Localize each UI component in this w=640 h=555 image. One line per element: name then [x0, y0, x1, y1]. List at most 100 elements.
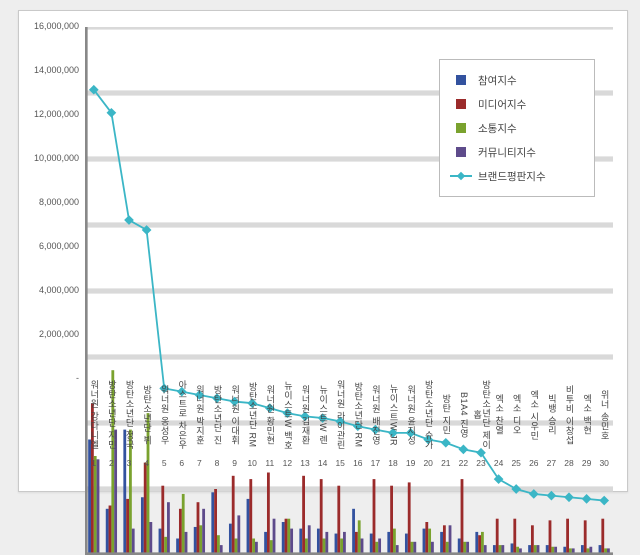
- x-category-name: 엑소 찬열: [494, 379, 503, 451]
- x-category: 방탄소년단 제이홉23: [472, 379, 490, 463]
- bar-소통지수: [94, 456, 97, 555]
- bar-미디어지수: [302, 476, 305, 555]
- x-category: 뉴이스트W JR18: [384, 379, 402, 463]
- x-category: 방탄소년단 지민2: [103, 379, 121, 463]
- legend-item: 브랜드평판지수: [450, 164, 582, 188]
- x-category-rank: 10: [243, 458, 261, 468]
- bar-미디어지수: [408, 482, 411, 555]
- x-category-rank: 26: [525, 458, 543, 468]
- legend-swatch: [450, 171, 472, 181]
- x-category: 뉴이스트W 백호12: [279, 379, 297, 463]
- bar-소통지수: [182, 494, 185, 555]
- bar-참여지수: [264, 532, 267, 555]
- x-category-name: 방탄소년단 제이홉: [472, 379, 490, 451]
- legend-item: 미디어지수: [450, 92, 582, 116]
- legend-swatch: [450, 123, 472, 133]
- legend-label: 미디어지수: [478, 97, 526, 112]
- bar-미디어지수: [144, 463, 147, 555]
- bar-소통지수: [481, 532, 484, 555]
- x-category-rank: 29: [578, 458, 596, 468]
- x-category-name: 워너원 박지훈: [195, 379, 204, 451]
- legend-item: 소통지수: [450, 116, 582, 140]
- bar-미디어지수: [478, 535, 481, 555]
- x-category-name: 워너원 이대휘: [230, 379, 239, 451]
- x-category-name: 방탄소년단 정국: [124, 379, 133, 451]
- bar-커뮤니티지수: [449, 525, 452, 555]
- x-category-name: 방탄소년단 진: [212, 379, 221, 451]
- y-tick-label: 6,000,000: [19, 241, 79, 251]
- bar-참여지수: [335, 534, 338, 555]
- x-category-rank: 28: [560, 458, 578, 468]
- x-category-rank: 6: [173, 458, 191, 468]
- x-category-name: 엑소 백현: [582, 379, 591, 451]
- x-category-name: 워너원 윤지성: [406, 379, 415, 451]
- x-category-rank: 8: [208, 458, 226, 468]
- x-category-name: 뉴이스트W JR: [388, 379, 397, 451]
- bar-참여지수: [282, 522, 285, 555]
- x-category-rank: 4: [138, 458, 156, 468]
- x-category: 워너원 강다니엘1: [85, 379, 103, 463]
- x-category-name: 워너원 라이관린: [336, 379, 345, 451]
- x-category-rank: 18: [384, 458, 402, 468]
- x-category: 워너원 옹성우5: [155, 379, 173, 463]
- x-category-name: 뉴이스트W 렌: [318, 379, 327, 451]
- y-tick-label: 4,000,000: [19, 285, 79, 295]
- bar-미디어지수: [337, 486, 340, 555]
- x-category: 뉴이스트W 렌14: [314, 379, 332, 463]
- bar-참여지수: [247, 499, 250, 555]
- bar-커뮤니티지수: [325, 532, 328, 555]
- legend-item: 참여지수: [450, 68, 582, 92]
- legend-item: 커뮤니티지수: [450, 140, 582, 164]
- x-category-rank: 14: [314, 458, 332, 468]
- bar-미디어지수: [549, 520, 552, 555]
- bar-참여지수: [159, 529, 162, 555]
- x-category: 워너원 윤지성19: [402, 379, 420, 463]
- legend-label: 커뮤니티지수: [478, 145, 536, 160]
- bar-미디어지수: [197, 502, 200, 555]
- x-category: 방탄소년단 진8: [208, 379, 226, 463]
- bar-소통지수: [199, 525, 202, 555]
- x-category: 빅뱅 승리27: [543, 379, 561, 463]
- page: -2,000,0004,000,0006,000,0008,000,00010,…: [0, 0, 640, 504]
- x-category-name: 방탄 지민: [441, 379, 450, 451]
- bar-커뮤니티지수: [149, 522, 152, 555]
- x-category-name: 워너원 황민현: [265, 379, 274, 451]
- line-marker: [564, 492, 574, 502]
- bar-소통지수: [393, 529, 396, 555]
- bar-참여지수: [475, 532, 478, 555]
- bar-미디어지수: [249, 479, 252, 555]
- bar-참여지수: [299, 529, 302, 555]
- x-category-rank: 22: [455, 458, 473, 468]
- x-category-name: 위너 송민호: [600, 379, 609, 451]
- x-category-rank: 2: [103, 458, 121, 468]
- legend-label: 참여지수: [478, 73, 517, 88]
- x-category-rank: 19: [402, 458, 420, 468]
- x-category: 엑소 시우민26: [525, 379, 543, 463]
- x-category-name: 뉴이스트W 백호: [283, 379, 292, 451]
- x-category: 방탄소년단 뷔4: [138, 379, 156, 463]
- bar-미디어지수: [390, 486, 393, 555]
- x-category: 비투비 이창섭28: [560, 379, 578, 463]
- x-category-rank: 16: [349, 458, 367, 468]
- bar-참여지수: [194, 527, 197, 555]
- bar-미디어지수: [232, 476, 235, 555]
- bar-미디어지수: [496, 519, 499, 555]
- bar-미디어지수: [320, 479, 323, 555]
- x-category-rank: 5: [155, 458, 173, 468]
- x-category-rank: 9: [226, 458, 244, 468]
- bar-커뮤니티지수: [237, 515, 240, 555]
- bar-참여지수: [387, 532, 390, 555]
- line-marker: [494, 474, 504, 484]
- y-tick-label: 2,000,000: [19, 329, 79, 339]
- x-category: 워너원 황민현11: [261, 379, 279, 463]
- legend-swatch: [450, 99, 472, 109]
- x-category-name: 방탄소년단 RM: [353, 379, 362, 451]
- x-category-rank: 15: [331, 458, 349, 468]
- bar-미디어지수: [285, 519, 288, 555]
- y-tick-label: 10,000,000: [19, 153, 79, 163]
- bar-커뮤니티지수: [343, 532, 346, 555]
- bar-참여지수: [141, 497, 144, 555]
- legend-swatch: [450, 147, 472, 157]
- bar-커뮤니티지수: [132, 529, 135, 555]
- bar-커뮤니티지수: [185, 532, 188, 555]
